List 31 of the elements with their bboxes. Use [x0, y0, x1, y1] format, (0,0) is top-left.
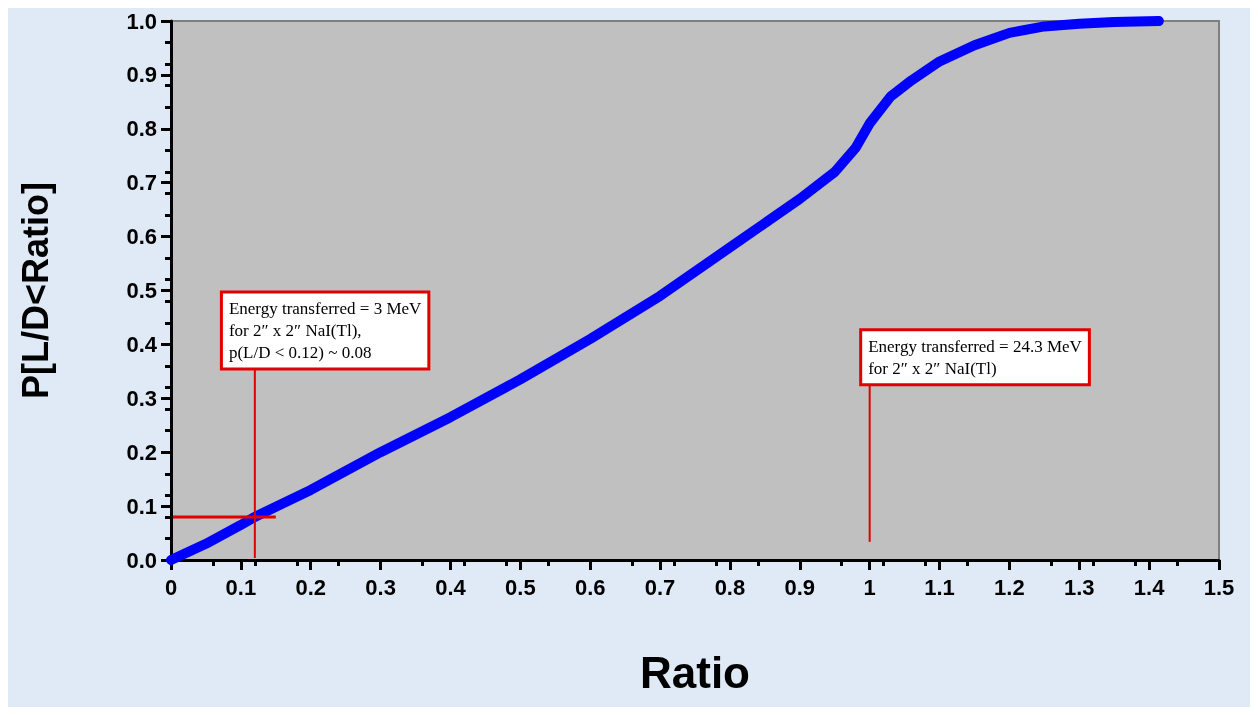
- x-tick-label: 1.1: [924, 574, 955, 600]
- y-tick-label: 0.8: [126, 116, 157, 142]
- y-tick-label: 1.0: [126, 8, 157, 34]
- y-tick-label: 0.4: [126, 331, 158, 357]
- y-tick-label: 0.5: [126, 278, 157, 303]
- x-tick-label: 1.2: [994, 574, 1025, 600]
- y-axis-title: P[L/D<Ratio]: [14, 181, 56, 400]
- y-tick-label: 0.3: [126, 385, 157, 411]
- x-tick-label: 1: [863, 574, 876, 600]
- x-tick-label: 0.8: [714, 574, 746, 600]
- x-tick-label: 0.7: [644, 574, 676, 600]
- y-tick-label: 0.7: [126, 170, 157, 196]
- annotation: Energy transferred = 3 MeV for 2″ x 2″ NaI(Tl), p(L/D < 0.12) ~ 0.08: [228, 299, 423, 362]
- x-tick-label: 0.3: [365, 574, 396, 600]
- x-tick-label: 0.6: [574, 574, 606, 600]
- y-tick-label: 0.1: [126, 493, 157, 519]
- y-tick-label: 0.6: [126, 224, 157, 250]
- y-tick-label: 0.9: [126, 62, 157, 88]
- x-tick-label: 1.5: [1203, 574, 1235, 600]
- y-tick-label: 0.0: [126, 547, 157, 573]
- x-tick-label: 1.4: [1133, 574, 1166, 600]
- x-tick-label: 0.2: [295, 574, 327, 600]
- x-tick-label: 0: [164, 574, 178, 600]
- x-tick-label: 0.5: [505, 574, 536, 600]
- x-axis-title: Ratio: [640, 647, 750, 697]
- x-tick-label: 0.1: [225, 574, 257, 600]
- x-tick-label: 0.9: [784, 574, 816, 600]
- annotation: Energy transferred = 24.3 MeV for 2″ x 2″ NaI(Tl): [868, 336, 1083, 378]
- x-tick-label: 0.4: [435, 574, 467, 600]
- x-tick-label: 1.3: [1063, 574, 1095, 600]
- y-tick-label: 0.2: [126, 439, 157, 465]
